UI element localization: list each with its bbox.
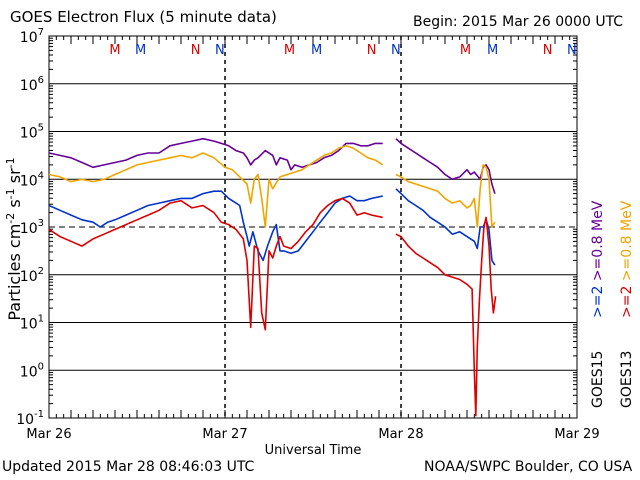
chart-title: GOES Electron Flux (5 minute data) — [10, 8, 277, 26]
mn-marker: M — [284, 43, 295, 58]
y-tick-label: 10-1 — [16, 409, 44, 428]
updated-time: Updated 2015 Mar 28 08:46:03 UTC — [2, 459, 255, 475]
mn-marker: N — [543, 43, 553, 58]
mn-marker: M — [109, 43, 120, 58]
x-tick-label: Mar 28 — [378, 427, 423, 442]
mn-marker: N — [367, 43, 377, 58]
y-tick-label: 101 — [20, 314, 44, 333]
mn-marker: N — [215, 43, 225, 58]
series-line — [395, 138, 496, 194]
mn-marker: M — [460, 43, 471, 58]
y-tick-label: 105 — [20, 123, 44, 142]
y-tick-label: 102 — [20, 266, 44, 285]
mn-marker: M — [487, 43, 498, 58]
series-line — [48, 197, 383, 331]
source-credit: NOAA/SWPC Boulder, CO USA — [424, 459, 633, 475]
y-tick-label: 107 — [20, 27, 44, 46]
begin-time: Begin: 2015 Mar 26 0000 UTC — [413, 14, 624, 30]
series-line — [395, 216, 497, 417]
legend-satellite: GOES13 — [619, 351, 635, 408]
y-tick-label: 100 — [20, 361, 44, 380]
legend-entry: >=2 >=0.8 MeV — [619, 200, 635, 318]
y-tick-label: 104 — [20, 170, 44, 189]
mn-marker: N — [391, 43, 401, 58]
y-axis-label: Particles cm-2 s-1 sr-1 — [4, 157, 24, 320]
x-tick-label: Mar 27 — [202, 427, 247, 442]
legend-entry: >=2 >=0.8 MeV — [590, 200, 606, 318]
mn-marker: N — [567, 43, 577, 58]
series-line — [48, 190, 383, 262]
series-line — [48, 145, 384, 228]
mn-marker: N — [191, 43, 201, 58]
legend-satellite: GOES15 — [590, 351, 606, 408]
y-tick-label: 106 — [20, 75, 44, 94]
series-line — [48, 137, 383, 171]
mn-marker: M — [135, 43, 146, 58]
x-tick-label: Mar 29 — [554, 427, 599, 442]
x-tick-label: Mar 26 — [26, 427, 71, 442]
x-axis-label: Universal Time — [265, 443, 362, 458]
y-tick-label: 103 — [20, 218, 44, 237]
series-line — [395, 164, 496, 228]
mn-marker: M — [311, 43, 322, 58]
